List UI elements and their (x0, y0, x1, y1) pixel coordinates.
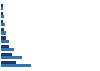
Bar (1, 61, 16, 64)
Bar (1, 45, 9, 48)
Bar (1, 12, 3, 15)
Bar (1, 28, 4, 31)
Bar (1, 20, 3, 23)
Bar (1, 40, 9, 43)
Bar (1, 4, 2, 7)
Bar (1, 64, 31, 67)
Bar (1, 36, 6, 40)
Bar (1, 48, 14, 51)
Bar (1, 7, 3, 10)
Bar (1, 23, 5, 26)
Bar (1, 15, 4, 18)
Bar (1, 31, 6, 35)
Bar (1, 53, 12, 56)
Bar (1, 56, 22, 59)
